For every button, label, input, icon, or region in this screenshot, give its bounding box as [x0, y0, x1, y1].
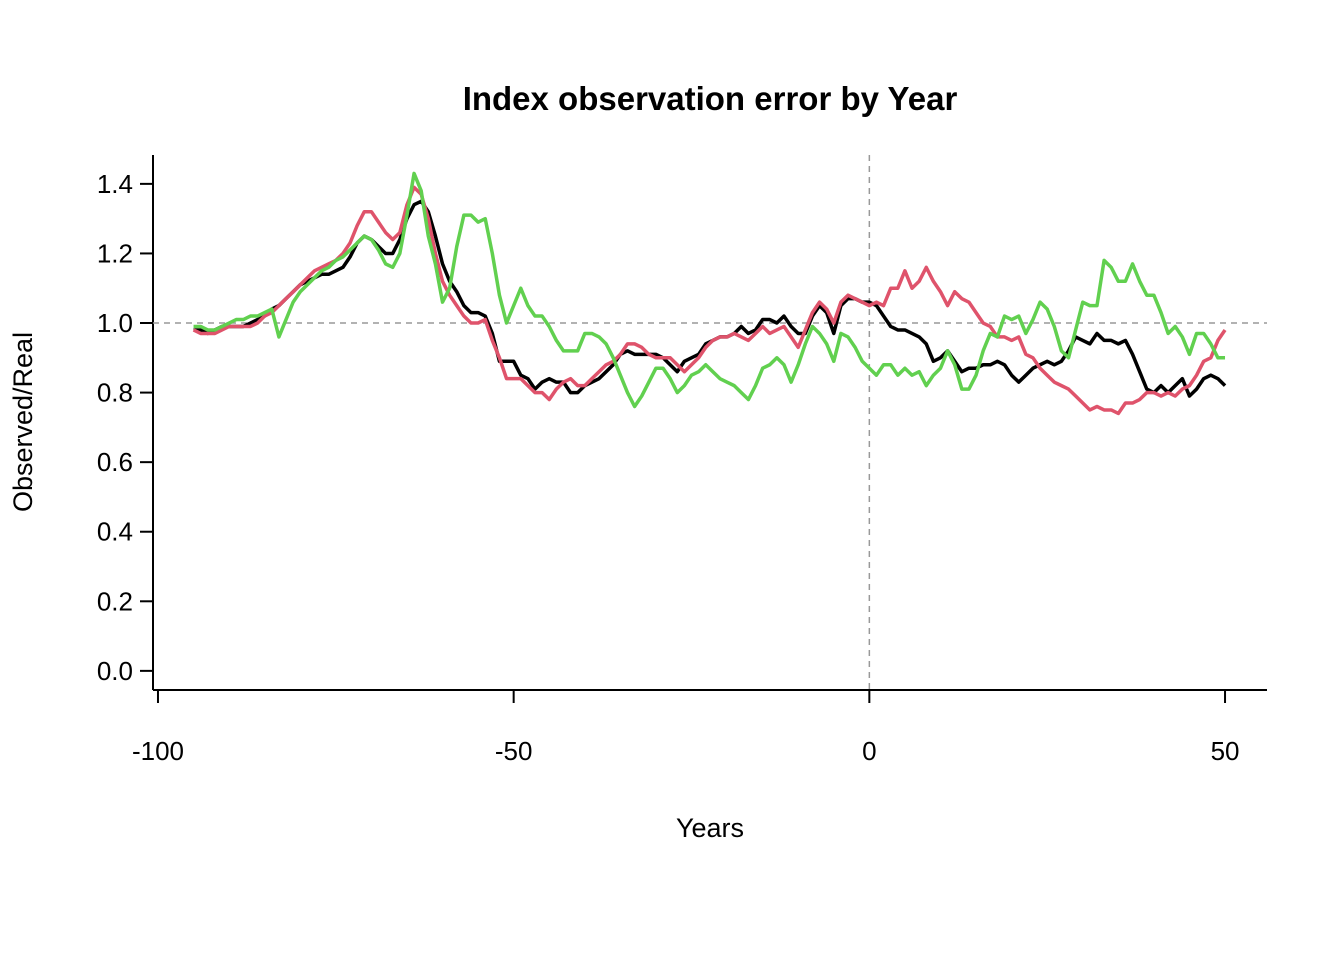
y-tick-label: 0.2: [97, 586, 133, 616]
y-tick-label: 1.0: [97, 308, 133, 338]
y-tick-label: 0.0: [97, 656, 133, 686]
x-tick-label: 0: [862, 736, 876, 766]
chart-title: Index observation error by Year: [463, 80, 958, 117]
x-tick-label: -100: [132, 736, 184, 766]
x-tick-label: 50: [1211, 736, 1240, 766]
x-axis-label: Years: [676, 813, 744, 843]
series-line: [192, 185, 1227, 416]
y-tick-label: 0.6: [97, 447, 133, 477]
y-tick-label: 1.2: [97, 238, 133, 268]
y-tick-label: 0.4: [97, 517, 133, 547]
y-tick-label: 0.8: [97, 378, 133, 408]
x-tick-label: -50: [495, 736, 533, 766]
y-tick-label: 1.4: [97, 169, 133, 199]
y-axis-label: Observed/Real: [8, 332, 38, 512]
series-line: [193, 171, 1226, 409]
